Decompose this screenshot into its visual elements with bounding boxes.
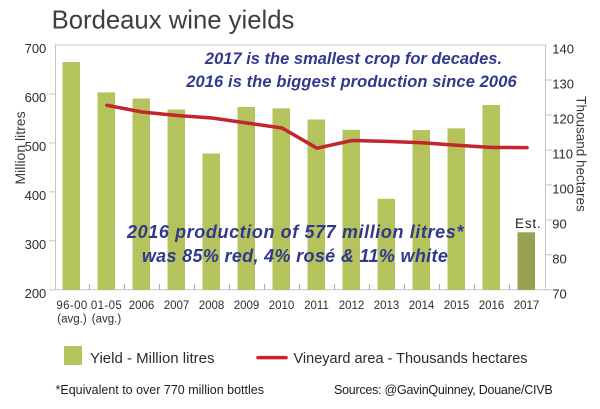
svg-text:Sources: @GavinQuinney, Douane: Sources: @GavinQuinney, Douane/CIVB <box>334 383 552 397</box>
svg-text:500: 500 <box>25 139 47 154</box>
svg-text:2015: 2015 <box>444 300 470 312</box>
svg-text:(avg.): (avg.) <box>57 314 87 326</box>
svg-text:2010: 2010 <box>269 300 295 312</box>
svg-text:2017: 2017 <box>514 300 540 312</box>
svg-text:130: 130 <box>552 77 574 92</box>
svg-text:2007: 2007 <box>164 300 190 312</box>
svg-text:2012: 2012 <box>339 300 365 312</box>
svg-text:2017 is the smallest crop for: 2017 is the smallest crop for decades. <box>204 50 502 68</box>
svg-text:700: 700 <box>25 41 47 56</box>
svg-text:96-00: 96-00 <box>56 300 87 312</box>
svg-text:2006: 2006 <box>129 300 155 312</box>
svg-text:110: 110 <box>552 147 573 162</box>
svg-text:120: 120 <box>552 112 574 127</box>
svg-text:was 85% red, 4% rosé & 11% whi: was 85% red, 4% rosé & 11% white <box>142 246 448 266</box>
svg-text:2009: 2009 <box>234 300 260 312</box>
svg-text:2011: 2011 <box>304 300 329 312</box>
svg-text:200: 200 <box>25 286 47 301</box>
svg-text:2016: 2016 <box>479 300 505 312</box>
svg-text:400: 400 <box>25 188 47 203</box>
svg-text:(avg.): (avg.) <box>92 314 122 326</box>
svg-text:90: 90 <box>552 217 566 232</box>
svg-text:80: 80 <box>552 251 566 266</box>
svg-text:Est.: Est. <box>515 216 541 231</box>
svg-text:01-05: 01-05 <box>91 300 122 312</box>
svg-text:Thousand hectares: Thousand hectares <box>574 96 589 212</box>
svg-text:2013: 2013 <box>374 300 400 312</box>
svg-text:Bordeaux wine yields: Bordeaux wine yields <box>52 7 295 35</box>
svg-text:Million litres: Million litres <box>12 111 28 184</box>
svg-text:70: 70 <box>552 286 566 301</box>
svg-text:600: 600 <box>25 90 47 105</box>
svg-text:Vineyard area - Thousands hect: Vineyard area - Thousands hectares <box>294 351 528 367</box>
svg-text:Yield - Million litres: Yield - Million litres <box>90 350 214 367</box>
svg-text:2014: 2014 <box>409 300 435 312</box>
svg-text:300: 300 <box>25 237 47 252</box>
svg-text:2008: 2008 <box>199 300 225 312</box>
svg-text:*Equivalent to over 770 millio: *Equivalent to over 770 million bottles <box>56 383 264 397</box>
svg-text:2016 production of 577 million: 2016 production of 577 million litres* <box>126 222 464 242</box>
svg-text:2016 is the biggest production: 2016 is the biggest production since 200… <box>185 73 517 91</box>
svg-text:100: 100 <box>552 182 574 197</box>
svg-text:140: 140 <box>552 42 574 57</box>
